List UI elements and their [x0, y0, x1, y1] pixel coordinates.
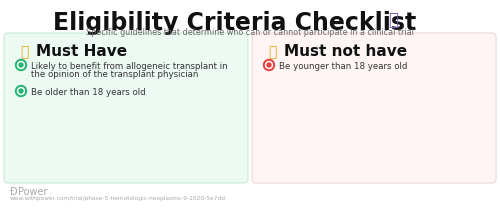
Text: the opinion of the transplant physician: the opinion of the transplant physician: [31, 70, 198, 79]
Text: Must not have: Must not have: [284, 44, 407, 59]
Circle shape: [264, 60, 274, 70]
Circle shape: [18, 88, 24, 95]
Text: Specific guidelines that determine who can or cannot participate in a clinical t: Specific guidelines that determine who c…: [86, 28, 414, 37]
Circle shape: [266, 61, 272, 69]
Text: Power: Power: [18, 187, 48, 197]
Text: www.withpower.com/trial/phase-5-hematologic-neoplasms-9-2020-5e7dd: www.withpower.com/trial/phase-5-hematolo…: [10, 196, 226, 201]
Text: Be younger than 18 years old: Be younger than 18 years old: [279, 62, 407, 71]
Text: Likely to benefit from allogeneic transplant in: Likely to benefit from allogeneic transp…: [31, 62, 228, 71]
Text: Eligibility Criteria Checklist: Eligibility Criteria Checklist: [54, 11, 416, 35]
FancyBboxPatch shape: [4, 33, 248, 183]
Text: Must Have: Must Have: [36, 44, 127, 59]
Circle shape: [267, 63, 271, 67]
Circle shape: [16, 60, 26, 70]
Circle shape: [18, 61, 24, 69]
Text: Ɖ: Ɖ: [10, 187, 18, 197]
Circle shape: [19, 63, 23, 67]
FancyBboxPatch shape: [252, 33, 496, 183]
Text: 📋: 📋: [388, 11, 398, 29]
Text: 👎: 👎: [268, 45, 276, 59]
Text: 👍: 👍: [20, 45, 28, 59]
Circle shape: [16, 85, 26, 96]
Circle shape: [19, 89, 23, 93]
Text: Be older than 18 years old: Be older than 18 years old: [31, 88, 146, 97]
